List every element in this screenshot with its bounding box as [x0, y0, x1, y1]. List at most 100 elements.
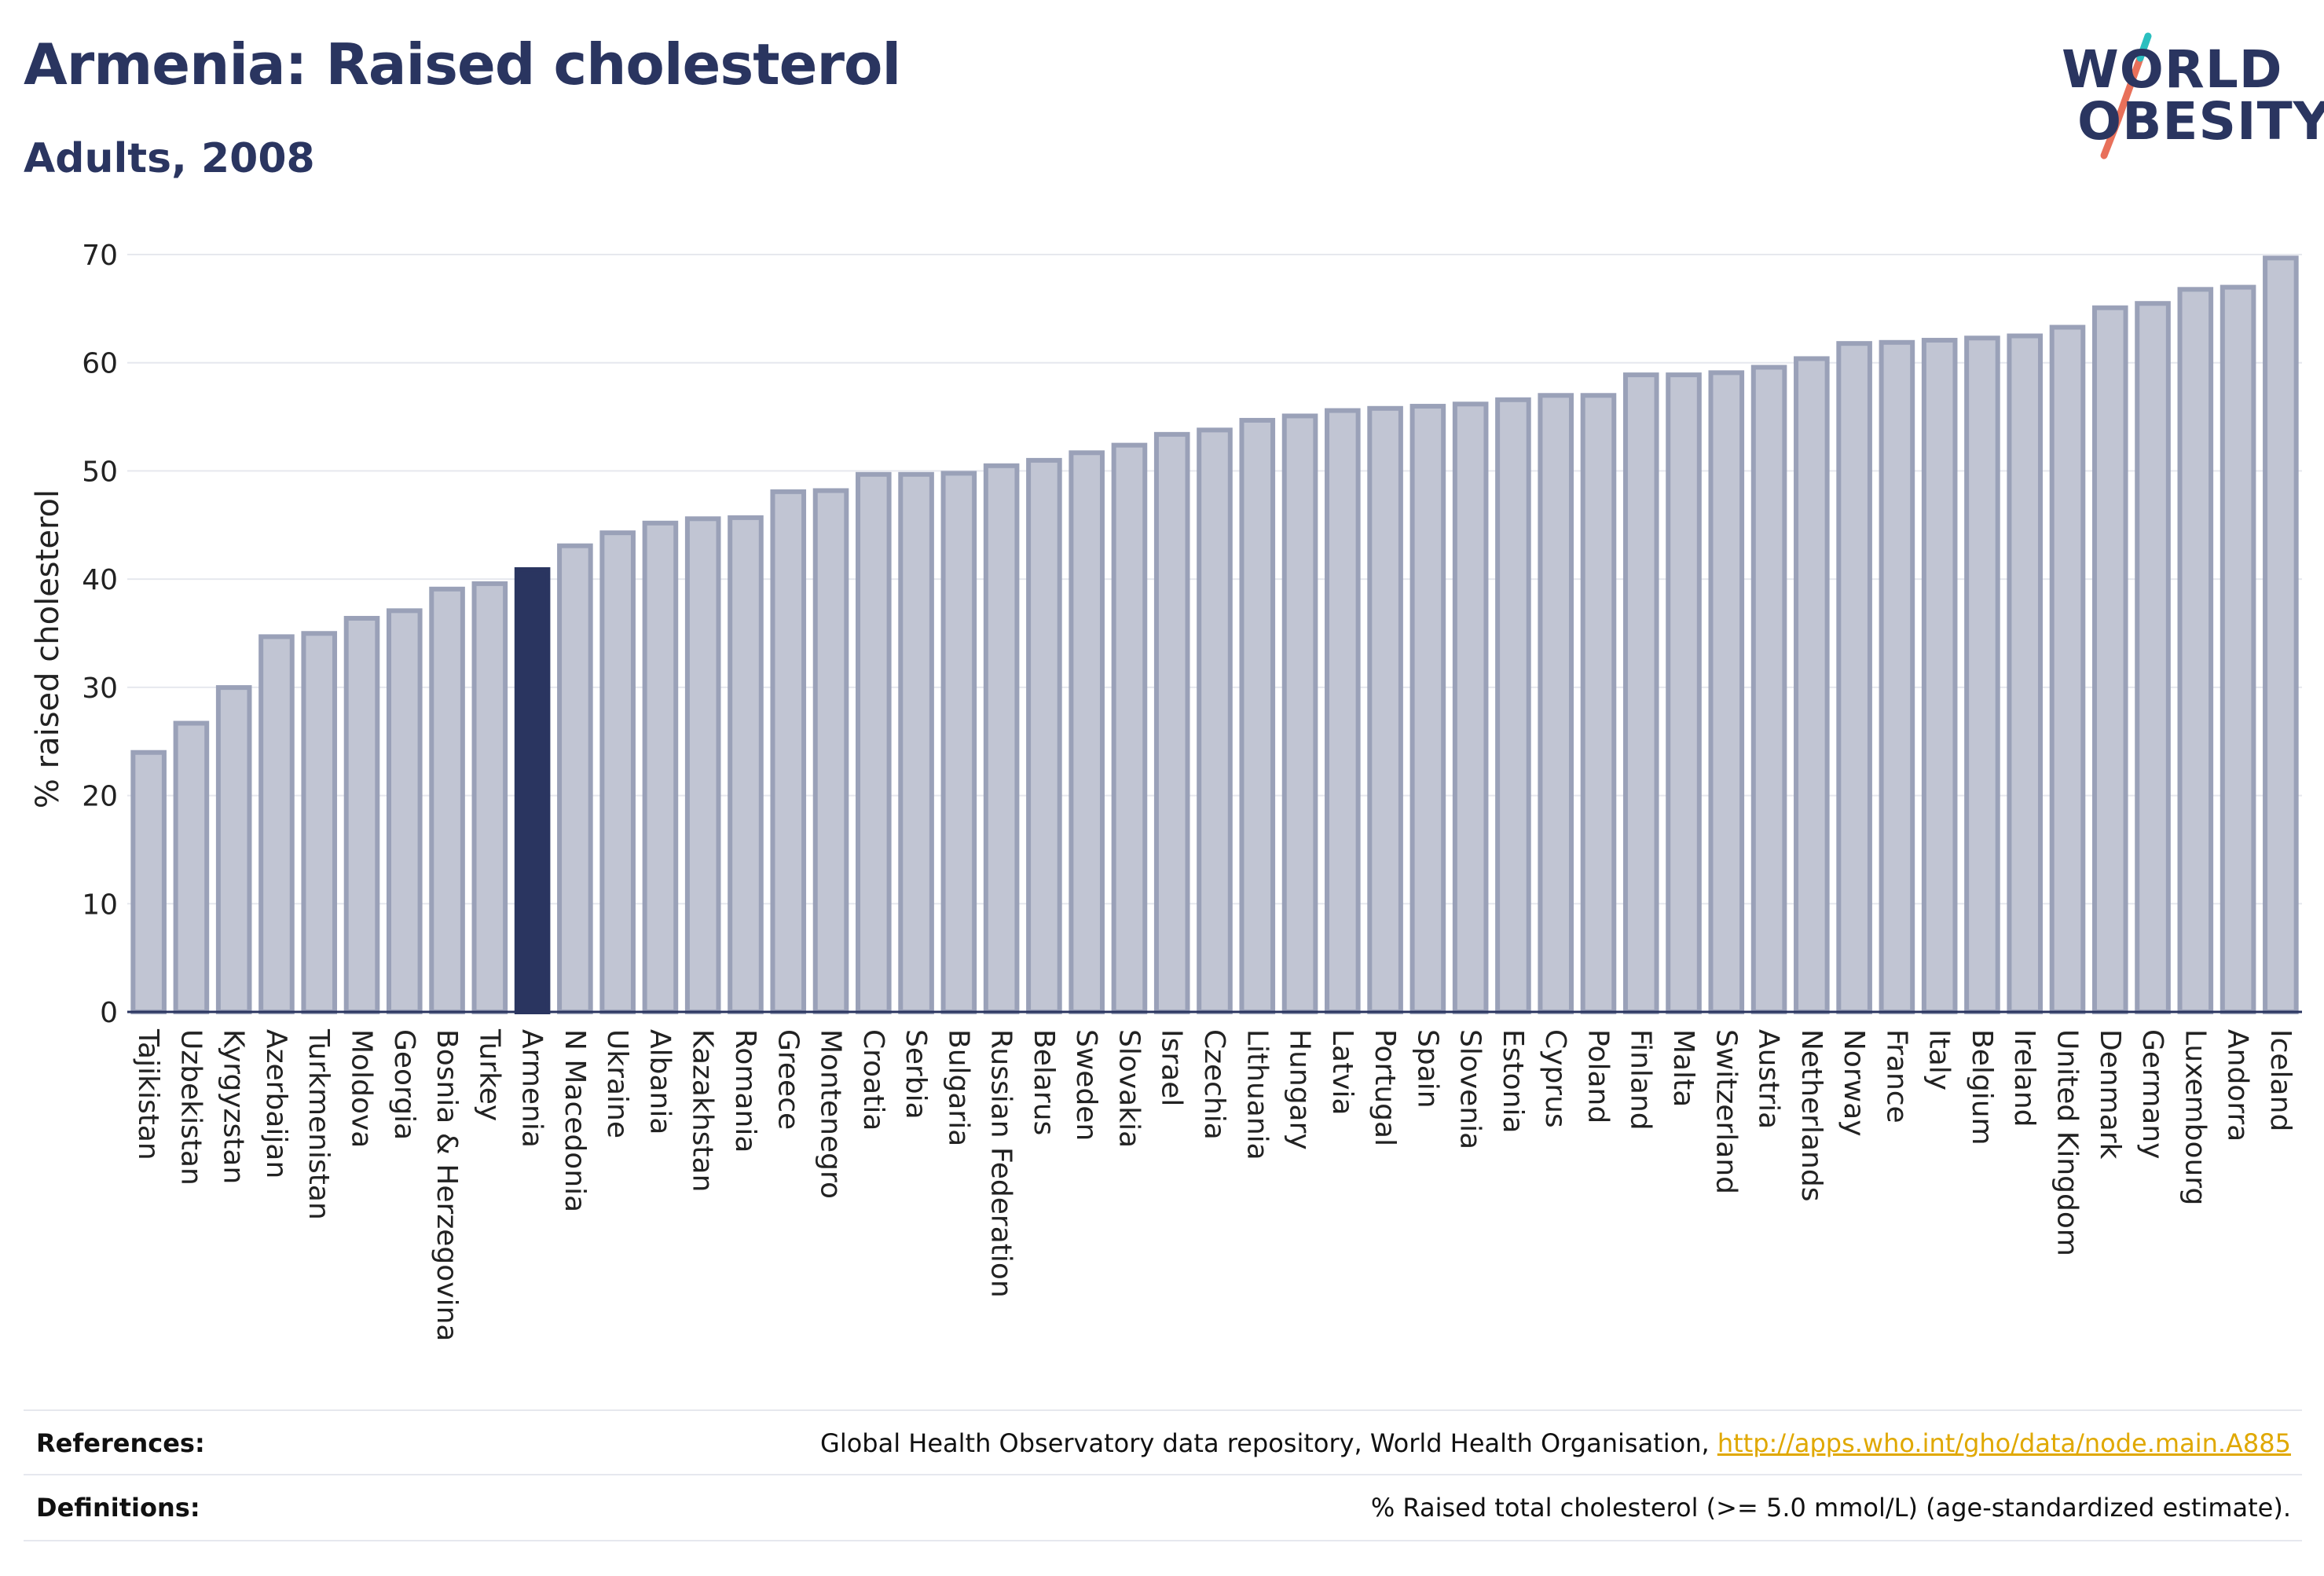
x-tick-label: Germany	[2136, 1029, 2168, 1159]
y-axis-label: % raised cholesterol	[30, 489, 66, 808]
bar	[130, 750, 167, 1015]
bar	[1026, 457, 1062, 1014]
bar	[1409, 404, 1446, 1014]
bar	[557, 543, 593, 1014]
bar	[1325, 408, 1361, 1014]
x-tick-label: Uzbekistan	[174, 1029, 207, 1186]
bar	[642, 520, 679, 1014]
logo-line1: WORLD	[2062, 39, 2283, 100]
x-tick-label: Lithuania	[1241, 1029, 1273, 1160]
x-tick-label: Hungary	[1284, 1029, 1316, 1150]
x-tick-label: Armenia	[516, 1029, 548, 1148]
x-tick-label: Ukraine	[601, 1029, 633, 1138]
bar	[2007, 333, 2044, 1014]
bar-highlighted	[514, 566, 551, 1014]
x-tick-label: Azerbaijan	[260, 1029, 292, 1178]
x-tick-label: Denmark	[2094, 1029, 2126, 1160]
x-tick-label: Albania	[643, 1029, 676, 1134]
x-tick-label: Belarus	[1028, 1029, 1060, 1135]
bar	[684, 516, 721, 1014]
x-tick-label: Belgium	[1966, 1029, 1998, 1145]
x-tick-label: Ireland	[2008, 1029, 2040, 1127]
x-tick-label: Turkmenistan	[302, 1028, 335, 1220]
bar	[1197, 427, 1233, 1014]
y-tick-label: 30	[82, 673, 118, 705]
bar	[1879, 339, 1915, 1014]
bar	[215, 685, 252, 1014]
bar	[1708, 370, 1745, 1014]
bar	[1666, 372, 1702, 1014]
x-tick-label: Austria	[1753, 1029, 1785, 1129]
references-value: Global Health Observatory data repositor…	[820, 1428, 2291, 1458]
y-tick-label: 70	[82, 240, 118, 272]
x-tick-label: Malta	[1667, 1029, 1699, 1107]
x-tick-label: Bosnia & Herzegovina	[431, 1029, 463, 1341]
x-tick-label: Czechia	[1198, 1029, 1230, 1140]
bar	[2135, 301, 2171, 1014]
chart-title: Armenia: Raised cholesterol	[24, 31, 901, 97]
bar	[1964, 335, 2000, 1014]
world-obesity-logo: WORLD OBESITY	[2043, 31, 2324, 165]
definitions-row: Definitions: % Raised total cholesterol …	[24, 1474, 2302, 1541]
x-tick-label: Netherlands	[1795, 1029, 1827, 1201]
bar	[1069, 450, 1105, 1014]
references-link[interactable]: http://apps.who.int/gho/data/node.main.A…	[1717, 1428, 2291, 1458]
x-tick-label: Kyrgyzstan	[218, 1029, 250, 1184]
bar	[173, 720, 210, 1014]
x-tick-label: Latvia	[1326, 1029, 1358, 1116]
x-tick-label: Poland	[1582, 1029, 1614, 1123]
bar	[983, 463, 1020, 1014]
x-tick-label: Luxembourg	[2179, 1029, 2211, 1205]
x-tick-label: Montenegro	[815, 1029, 847, 1199]
logo-slash-icon	[2100, 32, 2152, 159]
bar	[898, 471, 934, 1014]
x-tick-label: N Macedonia	[559, 1029, 591, 1212]
chart-subtitle: Adults, 2008	[24, 135, 315, 182]
x-tick-label: Finland	[1625, 1029, 1657, 1131]
bar	[1836, 341, 1872, 1014]
x-tick-label: Andorra	[2222, 1029, 2254, 1142]
x-tick-label: Tajikistan	[132, 1028, 164, 1160]
definitions-text: % Raised total cholesterol (>= 5.0 mmol/…	[1370, 1493, 2291, 1523]
x-tick-label: Portugal	[1369, 1029, 1401, 1146]
x-tick-label: Turkey	[473, 1028, 505, 1121]
x-tick-label: Bulgaria	[942, 1029, 974, 1146]
bar	[1281, 413, 1318, 1014]
y-tick-label: 0	[100, 997, 118, 1029]
bar	[2091, 305, 2128, 1014]
references-text: Global Health Observatory data repositor…	[820, 1428, 1717, 1458]
references-label: References:	[36, 1428, 205, 1458]
bar	[2220, 284, 2256, 1014]
y-tick-label: 10	[82, 889, 118, 921]
bar	[429, 586, 465, 1014]
x-tick-label: Serbia	[900, 1029, 932, 1120]
bar	[1921, 338, 1958, 1015]
x-tick-label: Russian Federation	[985, 1029, 1017, 1298]
bar	[1153, 431, 1190, 1014]
bar	[2177, 287, 2214, 1015]
y-tick-label: 60	[82, 348, 118, 380]
bar	[1495, 397, 1531, 1015]
x-tick-label: Sweden	[1070, 1029, 1102, 1141]
y-tick-label: 50	[82, 456, 118, 488]
x-tick-label: Slovenia	[1454, 1029, 1486, 1149]
bar	[1750, 365, 1787, 1014]
references-row: References: Global Health Observatory da…	[24, 1409, 2302, 1475]
bar	[1239, 417, 1276, 1014]
bar	[2263, 255, 2299, 1014]
x-tick-label: Romania	[729, 1029, 761, 1153]
bar	[728, 515, 764, 1014]
bar	[1794, 356, 1830, 1014]
bar	[1622, 372, 1659, 1014]
bar-chart: 0 10 20 30 40 50 60 70 % raised cholesterol Tajik…	[30, 240, 2302, 1341]
x-tick-label: Spain	[1411, 1029, 1443, 1109]
definitions-label: Definitions:	[36, 1493, 200, 1523]
bar	[471, 581, 508, 1014]
bar	[1580, 393, 1617, 1014]
x-tick-label: France	[1880, 1029, 1912, 1123]
bar	[386, 608, 423, 1015]
bar	[2049, 324, 2086, 1014]
bar	[301, 631, 338, 1014]
x-tick-label: Slovakia	[1113, 1029, 1145, 1148]
logo-line2: OBESITY	[2077, 91, 2324, 152]
